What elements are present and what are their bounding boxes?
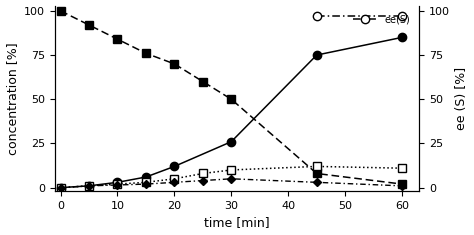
Y-axis label: concentration [%]: concentration [%] <box>6 42 18 155</box>
Y-axis label: ee (S) [%]: ee (S) [%] <box>456 67 468 130</box>
Legend: ee(S): ee(S) <box>349 10 414 28</box>
X-axis label: time [min]: time [min] <box>204 216 270 229</box>
